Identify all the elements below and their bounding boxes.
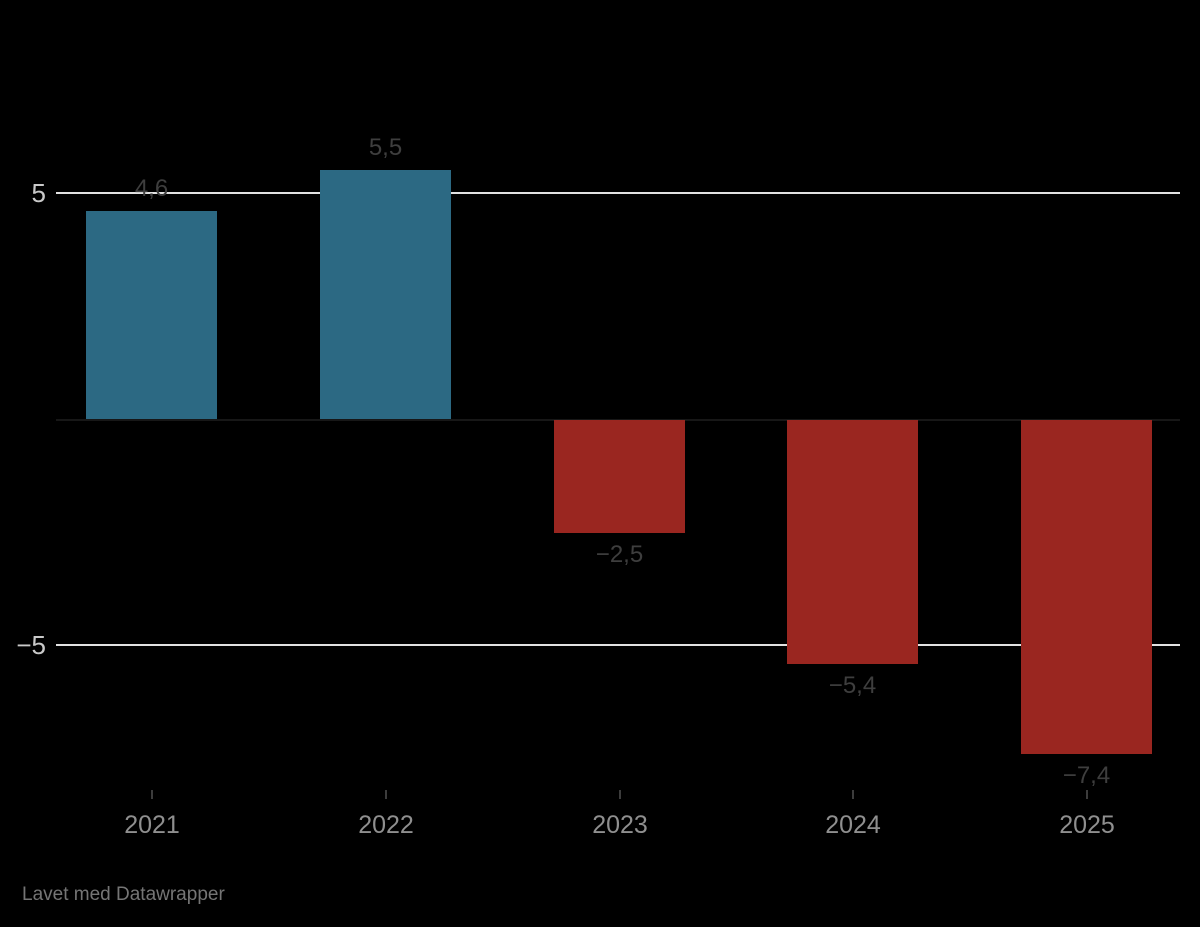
- bar-2022: [320, 170, 451, 419]
- bar-2023: [554, 420, 685, 533]
- x-axis-label-2025: 2025: [1059, 811, 1115, 839]
- x-axis-tick: [1086, 790, 1088, 799]
- bar-value-label: −5,4: [828, 672, 877, 699]
- x-axis-label-2021: 2021: [124, 811, 180, 839]
- bar-value-label: 5,5: [368, 134, 403, 161]
- y-gridline: [56, 192, 1180, 194]
- bar-value-label: −7,4: [1062, 762, 1111, 789]
- x-axis-label-2024: 2024: [825, 811, 881, 839]
- y-gridline: [56, 644, 1180, 646]
- bar-2024: [787, 420, 918, 664]
- x-axis-tick: [852, 790, 854, 799]
- bar-value-label: 4,6: [134, 175, 169, 202]
- x-axis-tick: [619, 790, 621, 799]
- x-axis-tick: [151, 790, 153, 799]
- bar-2021: [86, 211, 217, 419]
- y-axis-label: −5: [16, 630, 46, 660]
- datawrapper-attribution-link[interactable]: Lavet med Datawrapper: [22, 884, 225, 905]
- bar-value-label: −2,5: [595, 541, 644, 568]
- x-axis-label-2023: 2023: [592, 811, 648, 839]
- y-axis-label: 5: [31, 178, 46, 208]
- bar-2025: [1021, 420, 1152, 754]
- x-axis-tick: [385, 790, 387, 799]
- x-axis-label-2022: 2022: [358, 811, 414, 839]
